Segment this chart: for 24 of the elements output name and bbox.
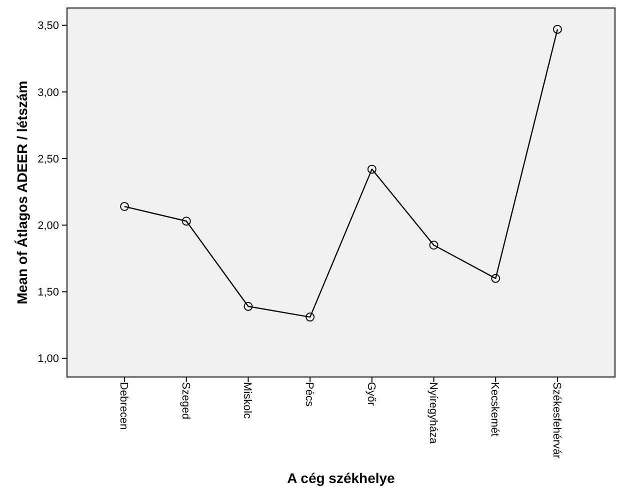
point — [120, 202, 130, 211]
y-tick-label: 3,50 — [38, 20, 59, 32]
point — [244, 302, 253, 311]
x-tick-label: Győr — [364, 382, 377, 406]
point — [552, 24, 562, 34]
y-tick-label: 2,50 — [38, 153, 59, 166]
y-tick-label: 1,00 — [38, 353, 59, 366]
y-tick-label: 3,00 — [38, 86, 59, 99]
x-tick-label: Miskolc — [241, 382, 254, 420]
point — [182, 216, 191, 226]
y-axis-title: Mean of Átlagos ADEER / létszám — [14, 80, 30, 304]
point — [306, 312, 315, 322]
point — [491, 274, 500, 283]
point — [429, 240, 438, 250]
point — [367, 164, 376, 174]
y-tick-label: 1,50 — [38, 286, 59, 299]
x-tick-label: Kecskemét — [488, 382, 501, 436]
x-tick-label: Debrecen — [118, 382, 130, 430]
x-axis-title: A cég székhelye — [287, 470, 396, 486]
x-tick-label: Székesfehérvár — [550, 382, 562, 459]
y-tick-label: 2,00 — [38, 220, 59, 232]
x-tick-label: Szeged — [179, 382, 192, 420]
x-tick-label: Pécs — [303, 382, 316, 407]
x-tick-label: Nyíregyháza — [426, 382, 439, 445]
